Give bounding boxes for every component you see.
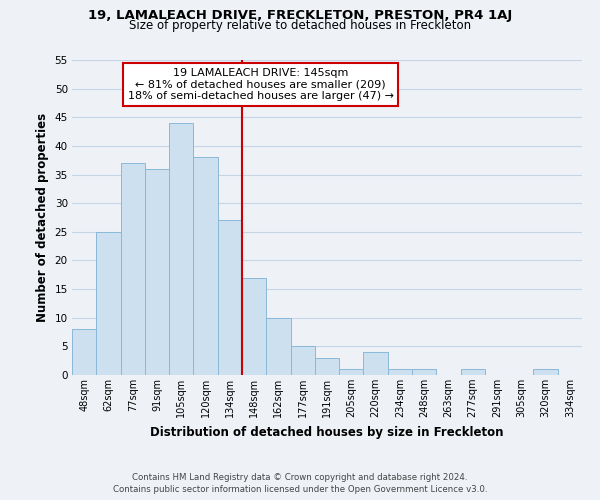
Bar	[315, 358, 339, 375]
Bar	[145, 169, 169, 375]
Bar	[193, 158, 218, 375]
Bar	[364, 352, 388, 375]
Bar	[388, 370, 412, 375]
Bar	[461, 370, 485, 375]
Bar	[412, 370, 436, 375]
Text: Size of property relative to detached houses in Freckleton: Size of property relative to detached ho…	[129, 19, 471, 32]
Bar	[96, 232, 121, 375]
Text: 19 LAMALEACH DRIVE: 145sqm
← 81% of detached houses are smaller (209)
18% of sem: 19 LAMALEACH DRIVE: 145sqm ← 81% of deta…	[128, 68, 394, 101]
Bar	[169, 123, 193, 375]
Bar	[218, 220, 242, 375]
Y-axis label: Number of detached properties: Number of detached properties	[36, 113, 49, 322]
X-axis label: Distribution of detached houses by size in Freckleton: Distribution of detached houses by size …	[150, 426, 504, 438]
Bar	[339, 370, 364, 375]
Bar	[242, 278, 266, 375]
Bar	[290, 346, 315, 375]
Bar	[121, 163, 145, 375]
Text: Contains HM Land Registry data © Crown copyright and database right 2024.
Contai: Contains HM Land Registry data © Crown c…	[113, 472, 487, 494]
Bar	[266, 318, 290, 375]
Text: 19, LAMALEACH DRIVE, FRECKLETON, PRESTON, PR4 1AJ: 19, LAMALEACH DRIVE, FRECKLETON, PRESTON…	[88, 9, 512, 22]
Bar	[533, 370, 558, 375]
Bar	[72, 329, 96, 375]
